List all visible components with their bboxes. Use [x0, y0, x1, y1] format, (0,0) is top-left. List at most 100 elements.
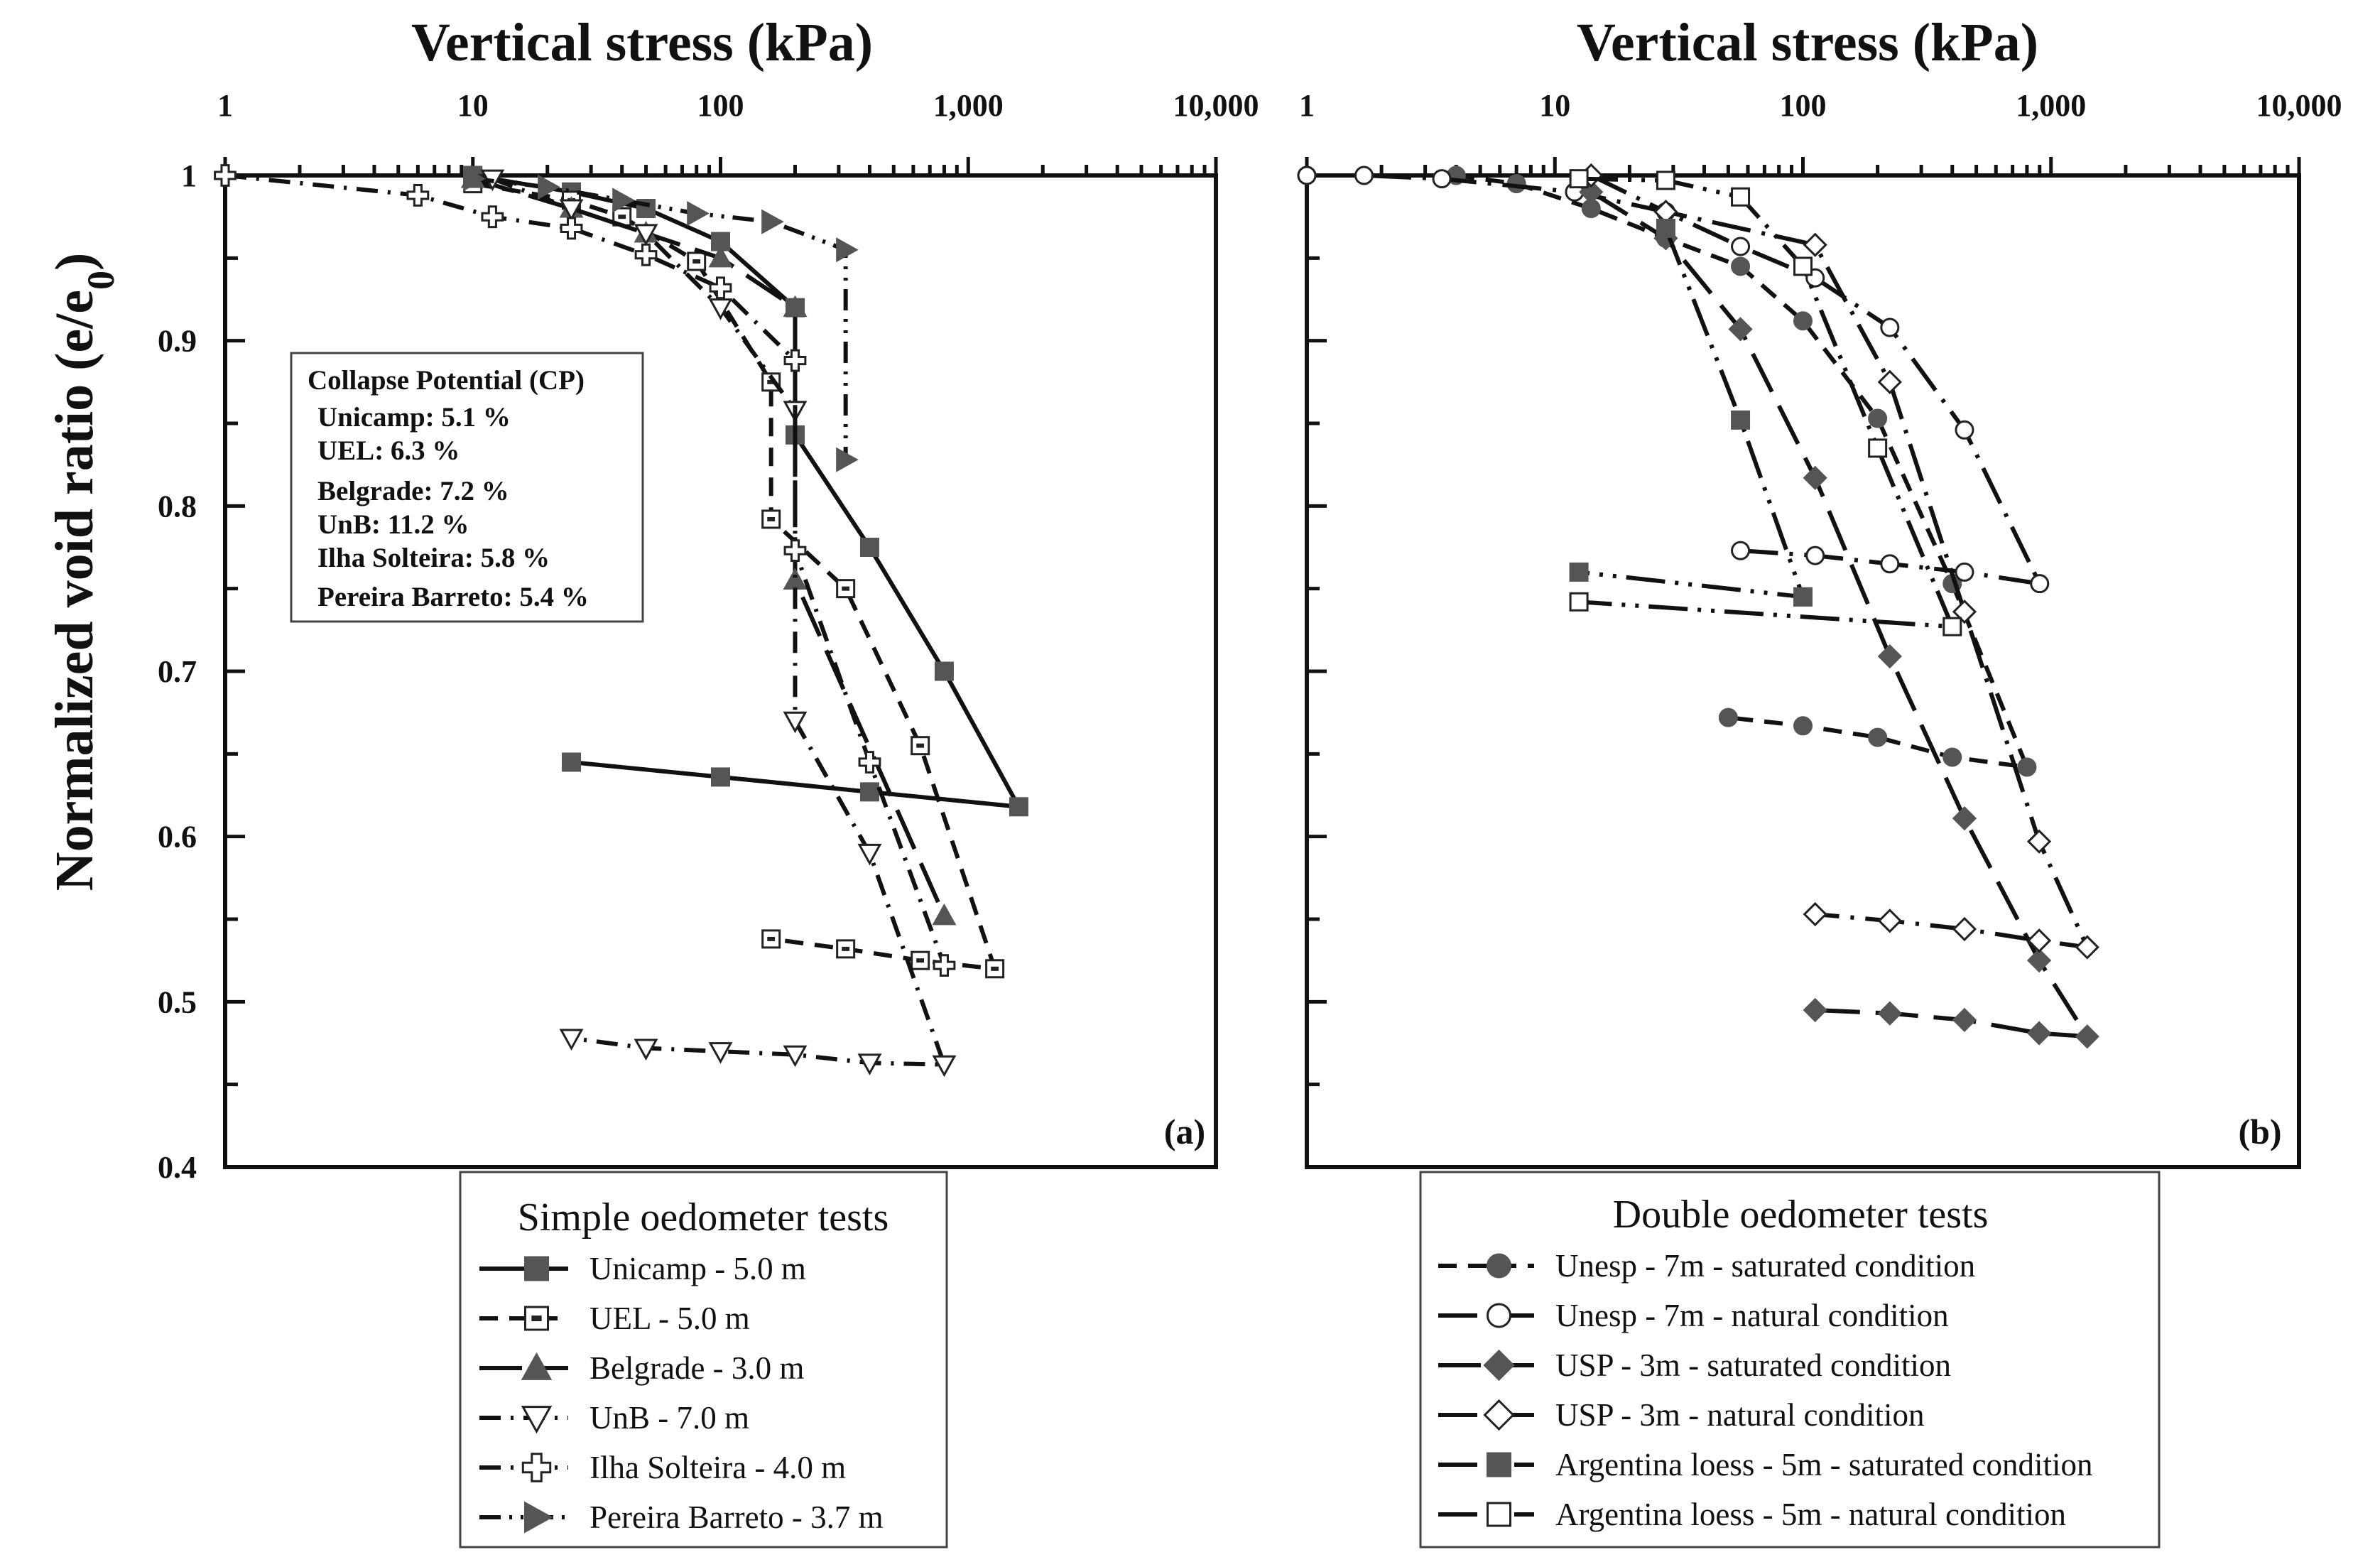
data-point-b-0 — [1793, 716, 1813, 736]
data-point-a-0 — [711, 767, 730, 787]
data-point-b-0 — [1868, 408, 1888, 428]
series-a-0 — [463, 166, 1028, 817]
data-point-b-3 — [1877, 369, 1902, 394]
cp-line-uel: UEL: 6.3 % — [317, 435, 460, 466]
data-point-b-5 — [1569, 169, 1589, 189]
data-point-b-5 — [1942, 617, 1962, 636]
data-point-a-2 — [708, 245, 733, 268]
data-point-b-0 — [1793, 311, 1813, 331]
data-point-a-0 — [934, 661, 954, 681]
legend-b-samples — [1438, 1253, 1534, 1527]
legend-b-marker-1 — [1487, 1303, 1511, 1328]
y-tick-label-a: 0.8 — [158, 489, 197, 524]
legend-a-label-3: UnB - 7.0 m — [589, 1400, 749, 1436]
x-tick-label-a: 10 — [457, 88, 489, 123]
data-point-a-0 — [562, 752, 582, 772]
data-point-b-4 — [1793, 587, 1813, 607]
legend-a-samples — [479, 1256, 568, 1534]
data-point-b-1 — [1354, 166, 1374, 185]
data-point-b-4 — [1656, 218, 1675, 238]
data-point-a-4 — [933, 954, 956, 977]
legend-b-label-1: Unesp - 7m - natural condition — [1555, 1298, 1949, 1333]
data-point-a-5 — [538, 174, 560, 200]
data-point-a-4 — [481, 205, 504, 229]
legend-b: Double oedometer tests Unesp - 7m - satu… — [1419, 1171, 2161, 1549]
data-point-a-0 — [1009, 797, 1028, 817]
data-point-a-3 — [559, 1029, 584, 1051]
series-line-b-3 — [1590, 173, 2090, 950]
data-point-a-1-center — [767, 936, 776, 941]
legend-a-label-0: Unicamp - 5.0 m — [589, 1251, 806, 1286]
legend-a: Simple oedometer tests Unicamp - 5.0 m U… — [459, 1171, 948, 1549]
legend-b-label-2: USP - 3m - saturated condition — [1555, 1347, 1951, 1383]
legend-a-label-2: Belgrade - 3.0 m — [589, 1350, 804, 1386]
data-point-b-3 — [1877, 909, 1902, 933]
data-point-b-1 — [1297, 166, 1317, 185]
legend-b-frame — [1419, 1171, 2161, 1549]
data-point-b-0 — [1718, 707, 1738, 727]
data-point-b-5 — [1656, 170, 1675, 190]
y-tick-label-a: 1 — [181, 158, 197, 193]
legend-a-title: Simple oedometer tests — [518, 1195, 889, 1240]
data-point-b-0 — [1868, 727, 1888, 747]
data-point-a-3 — [783, 711, 808, 734]
cp-line-unb: UnB: 11.2 % — [317, 509, 469, 540]
series-line-a-4 — [224, 173, 947, 967]
data-point-a-5 — [836, 237, 859, 263]
plot-area-b: 1 10 100 1,000 10,000 — [1297, 88, 2342, 1169]
data-point-b-2 — [2075, 1024, 2099, 1049]
panel-label-a: (a) — [1164, 1112, 1205, 1151]
y-tick-label-a: 0.7 — [158, 654, 197, 689]
data-point-b-1 — [1880, 554, 1900, 574]
y-tick-label-a: 0.6 — [158, 820, 197, 855]
data-point-a-1-center — [842, 586, 850, 591]
data-point-b-4 — [1569, 562, 1589, 582]
data-point-a-3 — [559, 199, 584, 222]
y-axis-title: Normalized void ratio (e/e0) — [45, 253, 122, 891]
data-point-a-1-center — [916, 958, 925, 963]
x-axis-title-b: Vertical stress (kPa) — [1577, 13, 2038, 72]
legend-b-marker-4 — [1487, 1452, 1511, 1477]
data-point-a-1-center — [916, 743, 925, 748]
series-line-b-4 — [1578, 227, 1805, 600]
y-axis-title-sub: 0 — [80, 271, 122, 290]
data-point-a-3 — [634, 224, 658, 246]
data-point-a-1 — [687, 251, 707, 271]
legend-b-marker-5 — [1487, 1502, 1511, 1527]
data-point-b-1 — [1731, 237, 1751, 256]
series-b-5 — [1569, 169, 1962, 636]
data-point-b-3 — [1803, 232, 1827, 257]
x-tick-label-b: 1 — [1299, 88, 1315, 123]
data-point-a-4 — [783, 539, 807, 563]
data-point-a-4 — [783, 349, 807, 372]
data-point-b-1 — [1880, 318, 1900, 337]
data-point-a-2 — [932, 903, 957, 926]
data-point-b-0 — [1731, 256, 1751, 276]
data-point-b-5 — [1793, 256, 1813, 276]
data-point-a-4 — [214, 164, 237, 187]
data-point-a-3 — [783, 1045, 808, 1068]
data-point-a-4 — [634, 243, 658, 266]
y-axis-title-main: Normalized void ratio (e/e — [45, 290, 104, 891]
data-point-b-1 — [1955, 420, 1974, 440]
data-point-a-1-center — [767, 516, 776, 521]
legend-b-marker-2 — [1483, 1349, 1515, 1382]
series-b-2 — [1579, 180, 2099, 1049]
legend-a-marker-2 — [521, 1352, 553, 1380]
legend-b-marker-3 — [1483, 1399, 1515, 1431]
cp-line-pereira-barreto: Pereira Barreto: 5.4 % — [317, 582, 589, 612]
series-line-b-2 — [1590, 190, 2090, 1039]
data-point-b-3 — [1803, 901, 1827, 927]
legend-a-marker-0 — [524, 1256, 549, 1281]
legend-b-label-3: USP - 3m - natural condition — [1555, 1397, 1925, 1433]
plot-area-a: 1 10 100 1,000 10,000 0.4 0.5 0.6 0.7 0.8 0.9 1 — [158, 88, 1259, 1185]
data-point-b-1 — [1432, 169, 1452, 189]
data-point-a-1 — [985, 959, 1005, 979]
data-point-a-1-center — [842, 946, 850, 951]
legend-a-marker-1-center — [531, 1316, 542, 1321]
data-point-b-0 — [2017, 757, 2037, 777]
series-b-1 — [1297, 166, 2050, 594]
data-point-a-4 — [709, 276, 732, 300]
data-point-b-1 — [2030, 574, 2050, 594]
